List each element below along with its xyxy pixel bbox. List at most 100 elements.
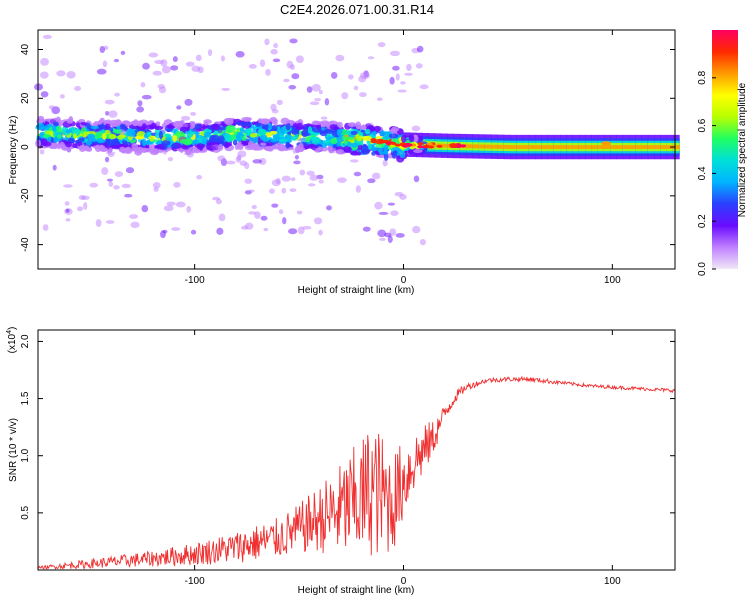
spectrogram-cell	[503, 145, 511, 149]
spectrogram-blob	[371, 151, 376, 156]
spectrogram-x-ticks: -100 0 100	[185, 30, 621, 286]
spectrogram-blob	[43, 133, 51, 138]
spectrogram-blob	[105, 151, 116, 155]
spectrogram-blob	[341, 92, 349, 100]
spectrogram-peak	[427, 142, 434, 146]
spectrogram-blob	[355, 185, 361, 193]
spectrogram-cell	[654, 145, 661, 150]
spectrogram-peak	[383, 139, 390, 143]
spectrogram-blob	[399, 194, 407, 200]
spectrogram-blob	[292, 148, 297, 154]
snr-y-axis-label: SNR (10 * v/v)	[8, 418, 19, 482]
spectrogram-blob	[112, 129, 122, 134]
spectrogram-blob	[367, 178, 376, 184]
spectrogram-cell	[484, 144, 492, 149]
spectrogram-blob	[343, 145, 352, 153]
spectrogram-blob	[279, 126, 286, 135]
spectrogram-blob	[298, 138, 306, 143]
spectrogram-cell	[516, 145, 524, 150]
spectrogram-cell	[478, 144, 486, 149]
spectrogram-blob	[282, 217, 287, 225]
spectrogram-blob	[330, 138, 338, 145]
spectrogram-blob	[317, 146, 323, 151]
snr-panel: -100 0 100 0.5 1.0 1.5 2.0 Height of straight…	[6, 327, 676, 596]
spectrogram-cell	[622, 145, 630, 150]
spectrogram-blob	[297, 226, 305, 235]
spectrogram-blob	[289, 188, 297, 193]
spectrogram-blob	[350, 142, 359, 148]
spectrogram-blob	[151, 149, 158, 154]
spectrogram-blob	[264, 38, 270, 46]
spectrogram-blob	[336, 149, 344, 154]
spectrogram-blob	[316, 125, 322, 129]
spectrogram-blob	[56, 144, 61, 150]
spectrogram-blob	[188, 122, 196, 129]
spectrogram-blob	[207, 141, 217, 145]
spectrogram-y-tick-label: 0	[20, 144, 31, 150]
spectrogram-blob	[390, 210, 399, 216]
spectrogram-blob	[406, 63, 412, 72]
spectrogram-blob	[176, 105, 182, 110]
snr-y-scale-exponent: 4	[6, 330, 13, 334]
spectrogram-blob	[281, 187, 287, 194]
spectrogram-blob	[48, 105, 55, 110]
spectrogram-blob	[108, 181, 114, 188]
spectrogram-peak	[450, 143, 457, 147]
colorbar-scale	[712, 30, 738, 269]
spectrogram-blob	[105, 110, 110, 116]
spectrogram-cell	[585, 145, 592, 150]
spectrogram-blob	[102, 133, 107, 140]
spectrogram-cell	[466, 144, 473, 149]
spectrogram-blob	[383, 145, 389, 152]
spectrogram-x-tick-label: 100	[604, 275, 621, 286]
spectrogram-blob	[383, 153, 389, 161]
spectrogram-blob	[235, 51, 245, 58]
spectrogram-peak	[370, 140, 377, 144]
spectrogram-blob	[175, 130, 185, 138]
snr-x-tick-label: -100	[185, 576, 205, 587]
spectrogram-blob	[244, 178, 253, 184]
spectrogram-blob	[389, 76, 395, 85]
snr-y-tick-label: 0.5	[20, 505, 31, 519]
spectrogram-blob	[292, 123, 298, 127]
spectrogram-blob	[320, 116, 328, 120]
snr-y-tick-label: 1.5	[20, 391, 31, 405]
spectrogram-peak	[436, 144, 443, 148]
spectrogram-blob	[318, 229, 323, 236]
spectrogram-blob	[387, 202, 395, 206]
spectrogram-cell	[560, 145, 567, 150]
spectrogram-blob	[83, 202, 88, 210]
spectrogram-peak	[460, 144, 467, 148]
snr-y-tick-label: 2.0	[20, 334, 31, 348]
spectrogram-blob	[172, 56, 178, 63]
spectrogram-blob	[290, 64, 295, 70]
spectrogram-blob	[191, 128, 197, 132]
spectrogram-blob	[141, 94, 152, 100]
spectrogram-blob	[363, 135, 372, 142]
spectrogram-blob	[263, 138, 269, 142]
spectrogram-blob	[271, 203, 279, 208]
spectrogram-blob	[309, 174, 319, 181]
spectrogram-blob	[335, 54, 345, 62]
spectrogram-blob	[299, 169, 306, 176]
spectrogram-cell	[566, 145, 574, 150]
spectrogram-blob	[119, 146, 126, 151]
spectrogram-blob	[237, 143, 244, 151]
spectrogram-blob	[104, 129, 111, 135]
spectrogram-blob	[377, 229, 387, 238]
spectrogram-blob	[395, 233, 405, 238]
spectrogram-blob	[153, 187, 159, 192]
spectrogram-cell	[629, 145, 636, 150]
spectrogram-cell	[528, 145, 536, 150]
spectrogram-blob	[180, 115, 191, 121]
spectrogram-cell	[635, 145, 643, 150]
spectrogram-blob	[108, 133, 117, 140]
colorbar-tick-label: 0.4	[697, 166, 708, 180]
spectrogram-blob	[162, 148, 168, 155]
spectrogram-blob	[175, 201, 186, 208]
spectrogram-blob	[283, 78, 290, 83]
spectrogram-blob	[400, 81, 406, 85]
spectrogram-blob	[121, 183, 131, 189]
spectrogram-blob	[104, 156, 110, 163]
